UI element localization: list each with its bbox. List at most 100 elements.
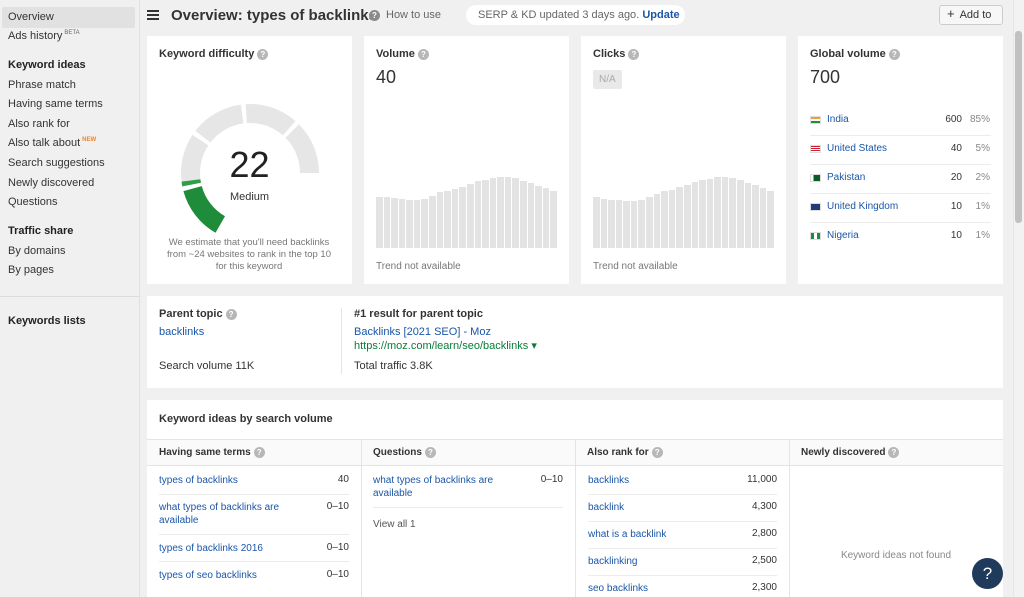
keyword-link[interactable]: seo backlinks <box>588 583 649 594</box>
country-volume: 20 <box>950 172 962 183</box>
keyword-link[interactable]: types of seo backlinks <box>159 570 257 581</box>
keyword-link[interactable]: types of backlinks 2016 <box>159 543 263 554</box>
sidebar-item-by-pages[interactable]: By pages <box>8 264 54 276</box>
sidebar-item-label: Ads history <box>8 30 63 42</box>
sidebar-item-ads-history[interactable]: Ads history BETA <box>8 30 80 42</box>
sidebar-heading-traffic-share: Traffic share <box>8 225 74 237</box>
col-head-also-rank-for[interactable]: Also rank for? <box>575 439 789 466</box>
add-to-button[interactable]: + Add to <box>939 5 1003 25</box>
column-divider <box>789 439 790 597</box>
sidebar-item-search-suggestions[interactable]: Search suggestions <box>8 157 105 169</box>
how-to-use-link[interactable]: ? How to use <box>369 9 441 21</box>
col-head-questions[interactable]: Questions? <box>361 439 575 466</box>
col-head-label: Newly discovered <box>801 447 886 459</box>
kd-gauge-segment <box>195 104 244 143</box>
keyword-link[interactable]: types of backlinks <box>159 475 238 486</box>
trend-bar <box>744 183 752 248</box>
keyword-link[interactable]: backlink <box>588 502 625 513</box>
trend-bar <box>429 196 436 248</box>
sidebar-item-overview[interactable]: Overview <box>2 7 135 28</box>
parent-topic-keyword-link[interactable]: backlinks <box>159 326 205 338</box>
keyword-volume: 0–10 <box>326 542 349 553</box>
trend-bar <box>542 188 550 248</box>
col-head-newly-discovered[interactable]: Newly discovered? <box>789 439 1003 466</box>
country-volume: 10 <box>950 201 962 212</box>
row-divider <box>159 561 349 562</box>
col-head-having-same-terms[interactable]: Having same terms? <box>147 439 361 466</box>
parent-topic-title: Parent topic? <box>159 308 237 320</box>
keyword-volume: 2,500 <box>751 555 777 566</box>
question-icon[interactable]: ? <box>888 447 900 458</box>
keyword-link[interactable]: what types of backlinks are available <box>159 502 280 526</box>
help-chat-button[interactable]: ? <box>972 558 1003 589</box>
kd-note: We estimate that you'll need backlinks f… <box>167 237 331 272</box>
list-item: types of backlinks 2016 0–10 <box>159 542 349 556</box>
question-icon[interactable]: ? <box>417 48 429 60</box>
keyword-link[interactable]: backlinks <box>588 475 630 486</box>
country-row: Nigeria 10 1% <box>810 230 990 244</box>
question-icon[interactable]: ? <box>651 447 663 458</box>
country-name-link[interactable]: Pakistan <box>827 172 866 183</box>
sidebar-item-also-rank-for[interactable]: Also rank for <box>8 118 70 130</box>
row-divider <box>810 222 991 223</box>
country-name-link[interactable]: United States <box>827 143 888 154</box>
question-icon[interactable]: ? <box>888 48 900 60</box>
global-volume-title: Global volume? <box>810 48 900 60</box>
top-result-link[interactable]: Backlinks [2021 SEO] - Moz <box>354 326 491 338</box>
keyword-volume: 0–10 <box>326 501 349 512</box>
sidebar-item-label: Overview <box>8 11 54 23</box>
question-icon: ? <box>369 9 380 21</box>
top-result-url[interactable]: https://moz.com/learn/seo/backlinks ▾ <box>354 339 537 352</box>
trend-bar <box>630 201 638 248</box>
country-name-link[interactable]: Nigeria <box>827 230 859 241</box>
list-item: types of backlinks 40 <box>159 474 349 488</box>
country-percent: 85% <box>969 114 990 125</box>
trend-bar <box>600 198 608 248</box>
row-divider <box>588 548 777 549</box>
question-icon[interactable]: ? <box>628 48 640 60</box>
caret-down-icon[interactable]: ▾ <box>531 340 537 352</box>
sidebar-item-phrase-match[interactable]: Phrase match <box>8 79 76 91</box>
country-volume: 40 <box>950 143 962 154</box>
india-flag-icon <box>810 116 821 124</box>
sidebar-item-by-domains[interactable]: By domains <box>8 245 65 257</box>
serp-status-text: SERP & KD updated 3 days ago. <box>478 9 640 21</box>
global-volume-value: 700 <box>810 67 841 87</box>
sidebar-item-keywords-lists[interactable]: Keywords lists <box>8 315 86 327</box>
sidebar-item-having-same-terms[interactable]: Having same terms <box>8 98 103 110</box>
question-icon[interactable]: ? <box>257 48 269 60</box>
question-icon[interactable]: ? <box>424 447 436 458</box>
question-icon[interactable]: ? <box>225 308 237 320</box>
sidebar-divider <box>0 296 140 297</box>
question-icon[interactable]: ? <box>253 447 265 458</box>
keyword-volume: 0–10 <box>326 569 349 580</box>
global-volume-card: Global volume? 700 <box>798 36 1003 284</box>
keyword-link[interactable]: what is a backlink <box>588 529 667 540</box>
scrollbar-thumb[interactable] <box>1015 31 1022 223</box>
keyword-link[interactable]: backlinking <box>588 556 638 567</box>
keyword-link[interactable]: what types of backlinks are available <box>373 475 494 499</box>
clicks-card: Clicks? N/A Trend not available <box>581 36 786 284</box>
clicks-value: N/A <box>593 70 622 89</box>
trend-bar <box>653 193 661 248</box>
menu-icon[interactable] <box>147 10 159 20</box>
trend-bar <box>676 187 683 248</box>
trend-bar <box>661 191 668 248</box>
row-divider <box>810 135 991 136</box>
view-all-link[interactable]: View all 1 <box>373 519 416 530</box>
sidebar-item-newly-discovered[interactable]: Newly discovered <box>8 177 94 189</box>
update-link[interactable]: Update <box>642 9 680 21</box>
row-divider <box>588 494 777 495</box>
global-volume-title-text: Global volume <box>810 48 886 60</box>
country-row: Pakistan 20 2% <box>810 172 990 186</box>
column-divider <box>361 439 362 597</box>
country-name-link[interactable]: United Kingdom <box>827 201 899 212</box>
page-scrollbar[interactable] <box>1013 0 1024 597</box>
sidebar-item-also-talk-about[interactable]: Also talk about NEW <box>8 137 96 149</box>
add-to-label: Add to <box>959 9 992 21</box>
kd-gauge-segment <box>181 134 209 187</box>
trend-bar <box>421 198 429 248</box>
country-name-link[interactable]: India <box>827 114 849 125</box>
sidebar-item-questions[interactable]: Questions <box>8 196 58 208</box>
top-result-total-traffic: Total traffic 3.8K <box>354 360 433 372</box>
